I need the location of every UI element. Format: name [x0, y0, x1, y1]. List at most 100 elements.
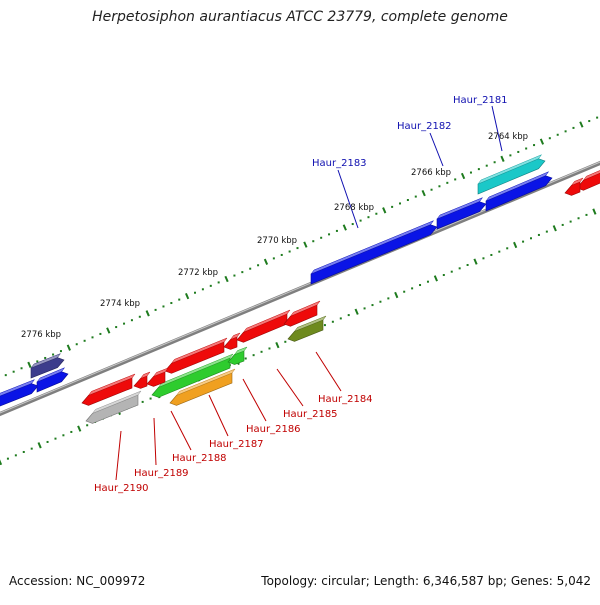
inner-ruler-minor-tick [260, 350, 263, 353]
outer-ruler-major-tick [382, 207, 387, 214]
outer-ruler-major-tick [263, 258, 269, 265]
gene-features[interactable] [0, 154, 600, 424]
gene-left-blue-2[interactable] [36, 367, 69, 393]
gene-red-left[interactable] [81, 373, 136, 406]
inner-ruler-minor-tick [403, 290, 406, 293]
outer-ruler-minor-tick [115, 326, 118, 329]
outer-ruler-minor-tick [99, 332, 102, 335]
inner-ruler-major-tick [0, 459, 3, 466]
inner-ruler-minor-tick [363, 307, 366, 310]
inner-ruler-minor-tick [54, 437, 57, 440]
accession-label: Accession: [9, 574, 73, 588]
gene-haur-2186[interactable] [227, 346, 248, 365]
gene-left-navy[interactable] [30, 353, 65, 379]
inner-ruler-minor-tick [70, 430, 73, 433]
leader-haur-2188 [170, 410, 192, 451]
outer-ruler-minor-tick [280, 253, 283, 256]
inner-ruler-minor-tick [577, 217, 580, 220]
gene-label-haur-2189[interactable]: Haur_2189 [134, 468, 189, 479]
ruler-label-2772: 2772 kbp [178, 268, 218, 278]
gene-haur-2186-red[interactable] [164, 337, 228, 374]
outer-ruler-major-tick [27, 361, 32, 368]
outer-ruler-minor-tick [588, 120, 591, 123]
outer-ruler-minor-tick [485, 164, 488, 167]
inner-ruler-minor-tick [498, 250, 501, 253]
gene-label-haur-2184[interactable]: Haur_2184 [318, 394, 373, 405]
inner-ruler-minor-tick [22, 450, 25, 453]
label-leaders [115, 105, 503, 481]
leader-haur-2184 [315, 351, 342, 392]
outer-ruler-major-tick [460, 172, 466, 180]
outer-ruler-minor-tick [548, 137, 551, 140]
outer-ruler-minor-tick [477, 168, 480, 171]
gene-label-haur-2181[interactable]: Haur_2181 [453, 95, 508, 106]
gene-left-blue-1-top-face [0, 379, 36, 397]
inner-ruler-minor-tick [331, 320, 334, 323]
inner-ruler-minor-tick [522, 240, 525, 243]
gene-right-edge-small[interactable] [564, 177, 584, 196]
inner-ruler-major-tick [552, 225, 557, 232]
outer-ruler [4, 116, 599, 377]
gene-haur-2190[interactable] [85, 390, 142, 424]
leader-haur-2183 [337, 169, 359, 229]
length-value: 6,346,587 bp [422, 574, 503, 588]
ruler-label-2768: 2768 kbp [334, 203, 374, 213]
inner-ruler-minor-tick [339, 317, 342, 320]
outer-ruler-minor-tick [406, 199, 409, 202]
gene-haur-2180[interactable] [485, 171, 553, 212]
outer-ruler-minor-tick [517, 150, 520, 153]
gene-red-tiny-top-face [139, 371, 151, 380]
gene-haur-2186-body [227, 350, 245, 365]
gene-label-haur-2187[interactable]: Haur_2187 [209, 439, 264, 450]
gene-haur-2186-top-face [233, 346, 248, 356]
gene-label-haur-2188[interactable]: Haur_2188 [172, 453, 227, 464]
ruler-label-2770: 2770 kbp [257, 236, 297, 246]
gene-label-haur-2185[interactable]: Haur_2185 [283, 409, 338, 420]
gene-haur-2182-top-face [436, 197, 484, 220]
gene-haur-2189[interactable] [146, 367, 169, 387]
outer-ruler-minor-tick [130, 319, 133, 322]
inner-ruler-minor-tick [379, 300, 382, 303]
gene-haur-2181[interactable] [477, 154, 546, 195]
outer-ruler-minor-tick [209, 284, 212, 287]
inner-ruler-minor-tick [284, 340, 287, 343]
inner-ruler-minor-tick [30, 447, 33, 450]
gene-haur-2184[interactable] [287, 315, 327, 342]
gene-label-haur-2186[interactable]: Haur_2186 [246, 424, 301, 435]
inner-ruler-minor-tick [482, 257, 485, 260]
gene-red-tiny[interactable] [133, 371, 151, 389]
inner-ruler-minor-tick [371, 304, 374, 307]
gene-left-blue-1[interactable] [0, 379, 39, 408]
inner-ruler-minor-tick [14, 454, 17, 457]
gene-label-haur-2183[interactable]: Haur_2183 [312, 158, 367, 169]
outer-ruler-minor-tick [359, 219, 362, 222]
outer-ruler-major-tick [539, 138, 545, 145]
gene-haur-2183[interactable] [310, 220, 438, 285]
gene-red-mid[interactable] [283, 300, 321, 327]
genes-label: Genes: [510, 574, 553, 588]
inner-ruler-minor-tick [387, 297, 390, 300]
outer-ruler-minor-tick [296, 247, 299, 250]
gene-label-haur-2190[interactable]: Haur_2190 [94, 483, 149, 494]
leader-haur-2189 [153, 417, 157, 466]
inner-ruler-minor-tick [347, 314, 350, 317]
gene-label-haur-2182[interactable]: Haur_2182 [397, 121, 452, 132]
outer-ruler-minor-tick [44, 356, 47, 359]
gene-haur-2185[interactable] [236, 309, 291, 343]
gene-haur-2182[interactable] [436, 197, 487, 230]
gene-right-edge[interactable] [576, 167, 600, 191]
gene-haur-2187[interactable] [169, 368, 236, 406]
gene-haur-2186-red-top-face [170, 337, 228, 364]
outer-ruler-minor-tick [430, 188, 433, 191]
outer-ruler-major-tick [145, 310, 150, 317]
outer-ruler-minor-tick [525, 147, 528, 150]
outer-ruler-minor-tick [596, 116, 599, 119]
gene-red-small[interactable] [223, 332, 241, 350]
outer-ruler-major-tick [224, 275, 229, 283]
outer-ruler-minor-tick [217, 281, 220, 284]
gene-red-mid-top-face [289, 300, 321, 317]
outer-ruler-minor-tick [59, 350, 62, 353]
gene-haur-2188[interactable] [151, 353, 234, 398]
